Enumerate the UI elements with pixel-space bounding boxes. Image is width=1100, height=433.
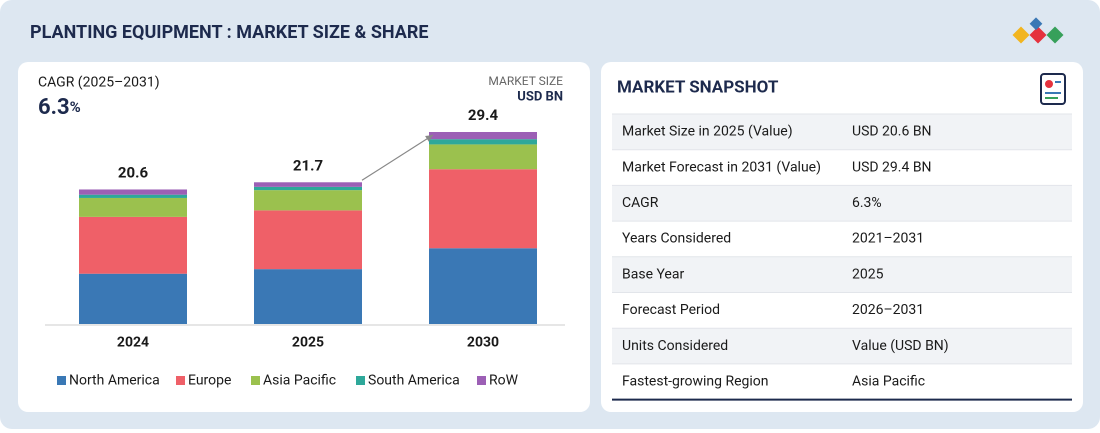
bar-segment: [79, 189, 187, 195]
row-label: Forecast Period: [622, 302, 720, 318]
growth-arrow-head: [425, 135, 433, 142]
row-label: Fastest-growing Region: [622, 373, 769, 389]
row-background: [612, 114, 1072, 150]
total-label: 29.4: [468, 106, 499, 124]
legend-swatch: [176, 376, 185, 385]
bar-segment: [254, 186, 362, 191]
legend-swatch: [477, 376, 486, 385]
x-tick-label: 2024: [117, 335, 149, 351]
bar-segment: [79, 273, 187, 324]
row-background: [612, 328, 1072, 364]
legend-label: Asia Pacific: [263, 373, 336, 389]
bar-segment: [254, 182, 362, 187]
cagr-number: 6.3: [38, 95, 70, 120]
total-label: 20.6: [118, 163, 149, 181]
row-value: USD 20.6 BN: [852, 124, 932, 140]
row-value: 2021–2031: [852, 231, 924, 247]
row-value: Asia Pacific: [852, 373, 925, 389]
bar-segment: [429, 169, 537, 249]
bar-segment: [429, 132, 537, 140]
total-label: 21.7: [293, 156, 323, 174]
legend-label: North America: [69, 373, 160, 389]
row-value: Value (USD BN): [852, 338, 949, 354]
row-value: USD 29.4 BN: [852, 159, 932, 175]
page-title: PLANTING EQUIPMENT : MARKET SIZE & SHARE: [30, 22, 429, 43]
bar-segment: [429, 139, 537, 145]
row-label: Base Year: [622, 266, 684, 282]
bar-segment: [254, 210, 362, 270]
legend-swatch: [251, 376, 260, 385]
x-tick-label: 2030: [467, 335, 499, 351]
row-label: Units Considered: [622, 338, 728, 354]
snapshot-icon: [1040, 73, 1066, 105]
bar-segment: [79, 194, 187, 198]
row-label: CAGR: [622, 195, 659, 211]
legend-label: RoW: [489, 373, 519, 389]
row-label: Market Forecast in 2031 (Value): [622, 159, 821, 175]
snapshot-title: MARKET SNAPSHOT: [617, 77, 779, 97]
legend-swatch: [356, 376, 365, 385]
row-value: 2025: [852, 266, 884, 282]
unit-label: MARKET SIZE: [488, 74, 563, 88]
row-label: Years Considered: [622, 231, 731, 247]
legend-label: South America: [368, 373, 460, 389]
bar-segment: [429, 248, 537, 324]
row-background: [612, 185, 1072, 222]
row-value: 6.3%: [852, 195, 882, 211]
cagr-unit: %: [70, 98, 81, 116]
bar-segment: [79, 216, 187, 274]
bar-segment: [429, 144, 537, 170]
legend-swatch: [57, 376, 66, 385]
legend-label: Europe: [188, 373, 231, 389]
x-tick-label: 2025: [292, 335, 324, 351]
bar-segment: [254, 269, 362, 324]
row-background: [612, 256, 1072, 293]
growth-arrow: [361, 134, 434, 181]
cagr-label: CAGR (2025–2031): [38, 75, 160, 91]
row-label: Market Size in 2025 (Value): [622, 124, 793, 140]
row-value: 2026–2031: [852, 302, 924, 318]
cagr-value: 6.3%: [38, 95, 81, 120]
bar-segment: [254, 190, 362, 211]
unit: USD BN: [517, 89, 563, 104]
bar-segment: [79, 197, 187, 217]
